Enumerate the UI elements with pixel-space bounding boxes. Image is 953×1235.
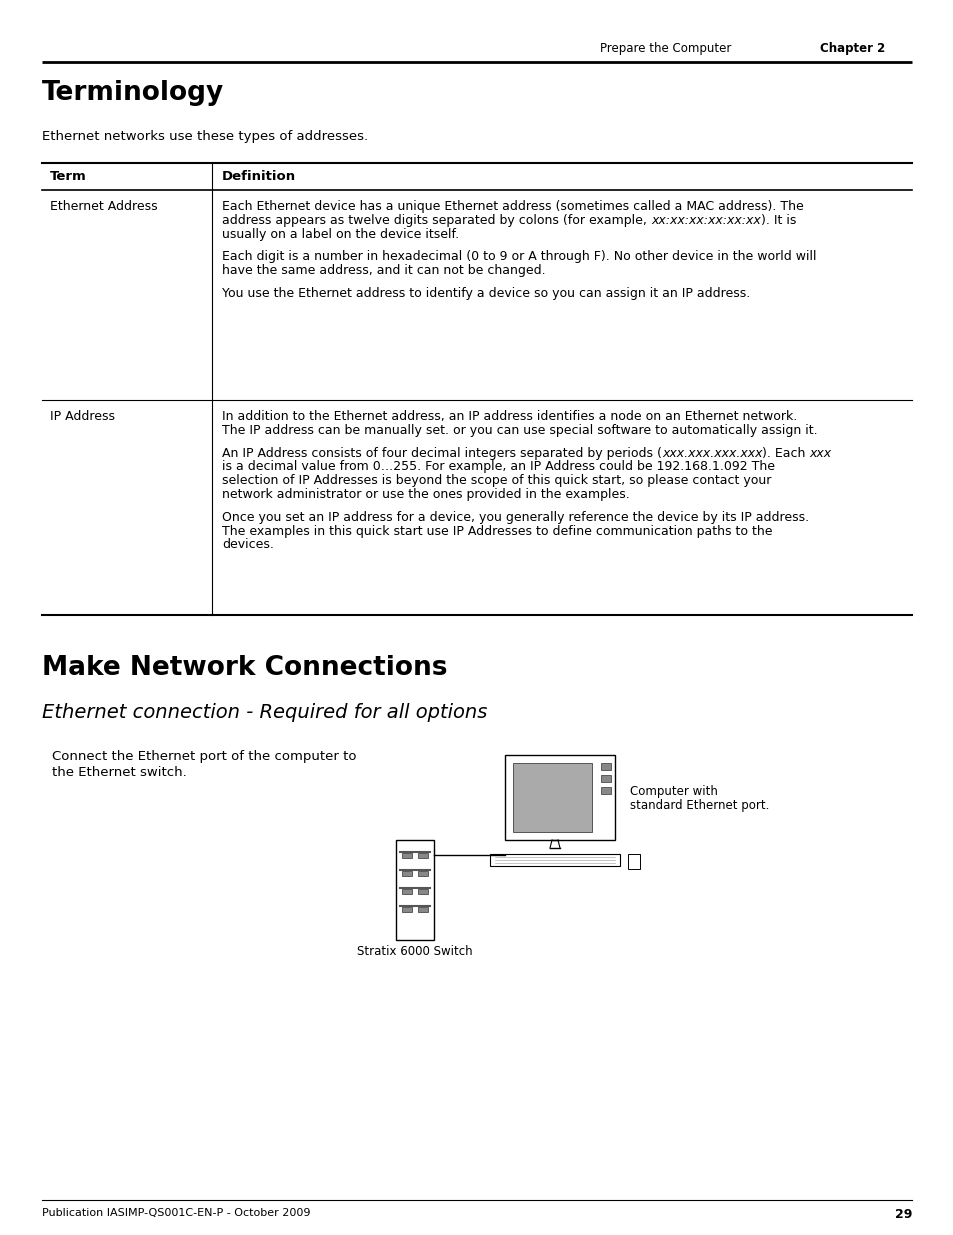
Text: Chapter 2: Chapter 2 [820, 42, 884, 56]
Text: In addition to the Ethernet address, an IP address identifies a node on an Ether: In addition to the Ethernet address, an … [222, 410, 797, 424]
Bar [417, 853, 428, 858]
Bar [401, 906, 412, 911]
Text: Ethernet connection - Required for all options: Ethernet connection - Required for all o… [42, 703, 487, 722]
Bar [504, 755, 615, 840]
Text: An IP Address consists of four decimal integers separated by periods (: An IP Address consists of four decimal i… [222, 447, 661, 459]
Text: Stratix 6000 Switch: Stratix 6000 Switch [356, 945, 473, 958]
Text: Each Ethernet device has a unique Ethernet address (sometimes called a MAC addre: Each Ethernet device has a unique Ethern… [222, 200, 803, 212]
Text: Prepare the Computer: Prepare the Computer [599, 42, 731, 56]
Text: Make Network Connections: Make Network Connections [42, 655, 447, 680]
Text: IP Address: IP Address [50, 410, 115, 424]
Text: xxx: xxx [809, 447, 831, 459]
Text: 29: 29 [894, 1208, 911, 1221]
Text: address appears as twelve digits separated by colons (for example,: address appears as twelve digits separat… [222, 214, 650, 227]
Bar [490, 853, 619, 866]
Text: ). It is: ). It is [760, 214, 795, 227]
Text: xx:xx:xx:xx:xx:xx: xx:xx:xx:xx:xx:xx [650, 214, 760, 227]
Text: The examples in this quick start use IP Addresses to define communication paths : The examples in this quick start use IP … [222, 525, 772, 537]
Bar [417, 889, 428, 894]
Bar [600, 776, 610, 782]
Text: Ethernet networks use these types of addresses.: Ethernet networks use these types of add… [42, 130, 368, 143]
Text: Once you set an IP address for a device, you generally reference the device by i: Once you set an IP address for a device,… [222, 511, 808, 524]
Text: Connect the Ethernet port of the computer to: Connect the Ethernet port of the compute… [52, 750, 356, 763]
Bar [395, 840, 434, 940]
Bar [401, 853, 412, 858]
Text: Each digit is a number in hexadecimal (0 to 9 or A through F). No other device i: Each digit is a number in hexadecimal (0… [222, 251, 816, 263]
Text: selection of IP Addresses is beyond the scope of this quick start, so please con: selection of IP Addresses is beyond the … [222, 474, 771, 487]
Text: usually on a label on the device itself.: usually on a label on the device itself. [222, 227, 458, 241]
Bar [401, 871, 412, 876]
Text: the Ethernet switch.: the Ethernet switch. [52, 766, 187, 779]
Text: Term: Term [50, 170, 87, 183]
Bar [627, 853, 639, 869]
Text: Computer with: Computer with [629, 785, 717, 798]
Bar [513, 763, 592, 832]
Text: Publication IASIMP-QS001C-EN-P - October 2009: Publication IASIMP-QS001C-EN-P - October… [42, 1208, 310, 1218]
Bar [401, 889, 412, 894]
Bar [600, 787, 610, 794]
Bar [417, 906, 428, 911]
Text: You use the Ethernet address to identify a device so you can assign it an IP add: You use the Ethernet address to identify… [222, 287, 749, 300]
Bar [417, 871, 428, 876]
Text: network administrator or use the ones provided in the examples.: network administrator or use the ones pr… [222, 488, 629, 501]
Text: The IP address can be manually set. or you can use special software to automatic: The IP address can be manually set. or y… [222, 424, 817, 437]
Text: Terminology: Terminology [42, 80, 224, 106]
Text: is a decimal value from 0…255. For example, an IP Address could be 192.168.1.092: is a decimal value from 0…255. For examp… [222, 461, 774, 473]
Text: xxx.xxx.xxx.xxx: xxx.xxx.xxx.xxx [661, 447, 761, 459]
Text: ). Each: ). Each [761, 447, 809, 459]
Text: standard Ethernet port.: standard Ethernet port. [629, 799, 768, 811]
Text: devices.: devices. [222, 538, 274, 551]
Text: Definition: Definition [222, 170, 295, 183]
Text: have the same address, and it can not be changed.: have the same address, and it can not be… [222, 264, 545, 277]
Bar [600, 763, 610, 769]
Text: Ethernet Address: Ethernet Address [50, 200, 157, 212]
